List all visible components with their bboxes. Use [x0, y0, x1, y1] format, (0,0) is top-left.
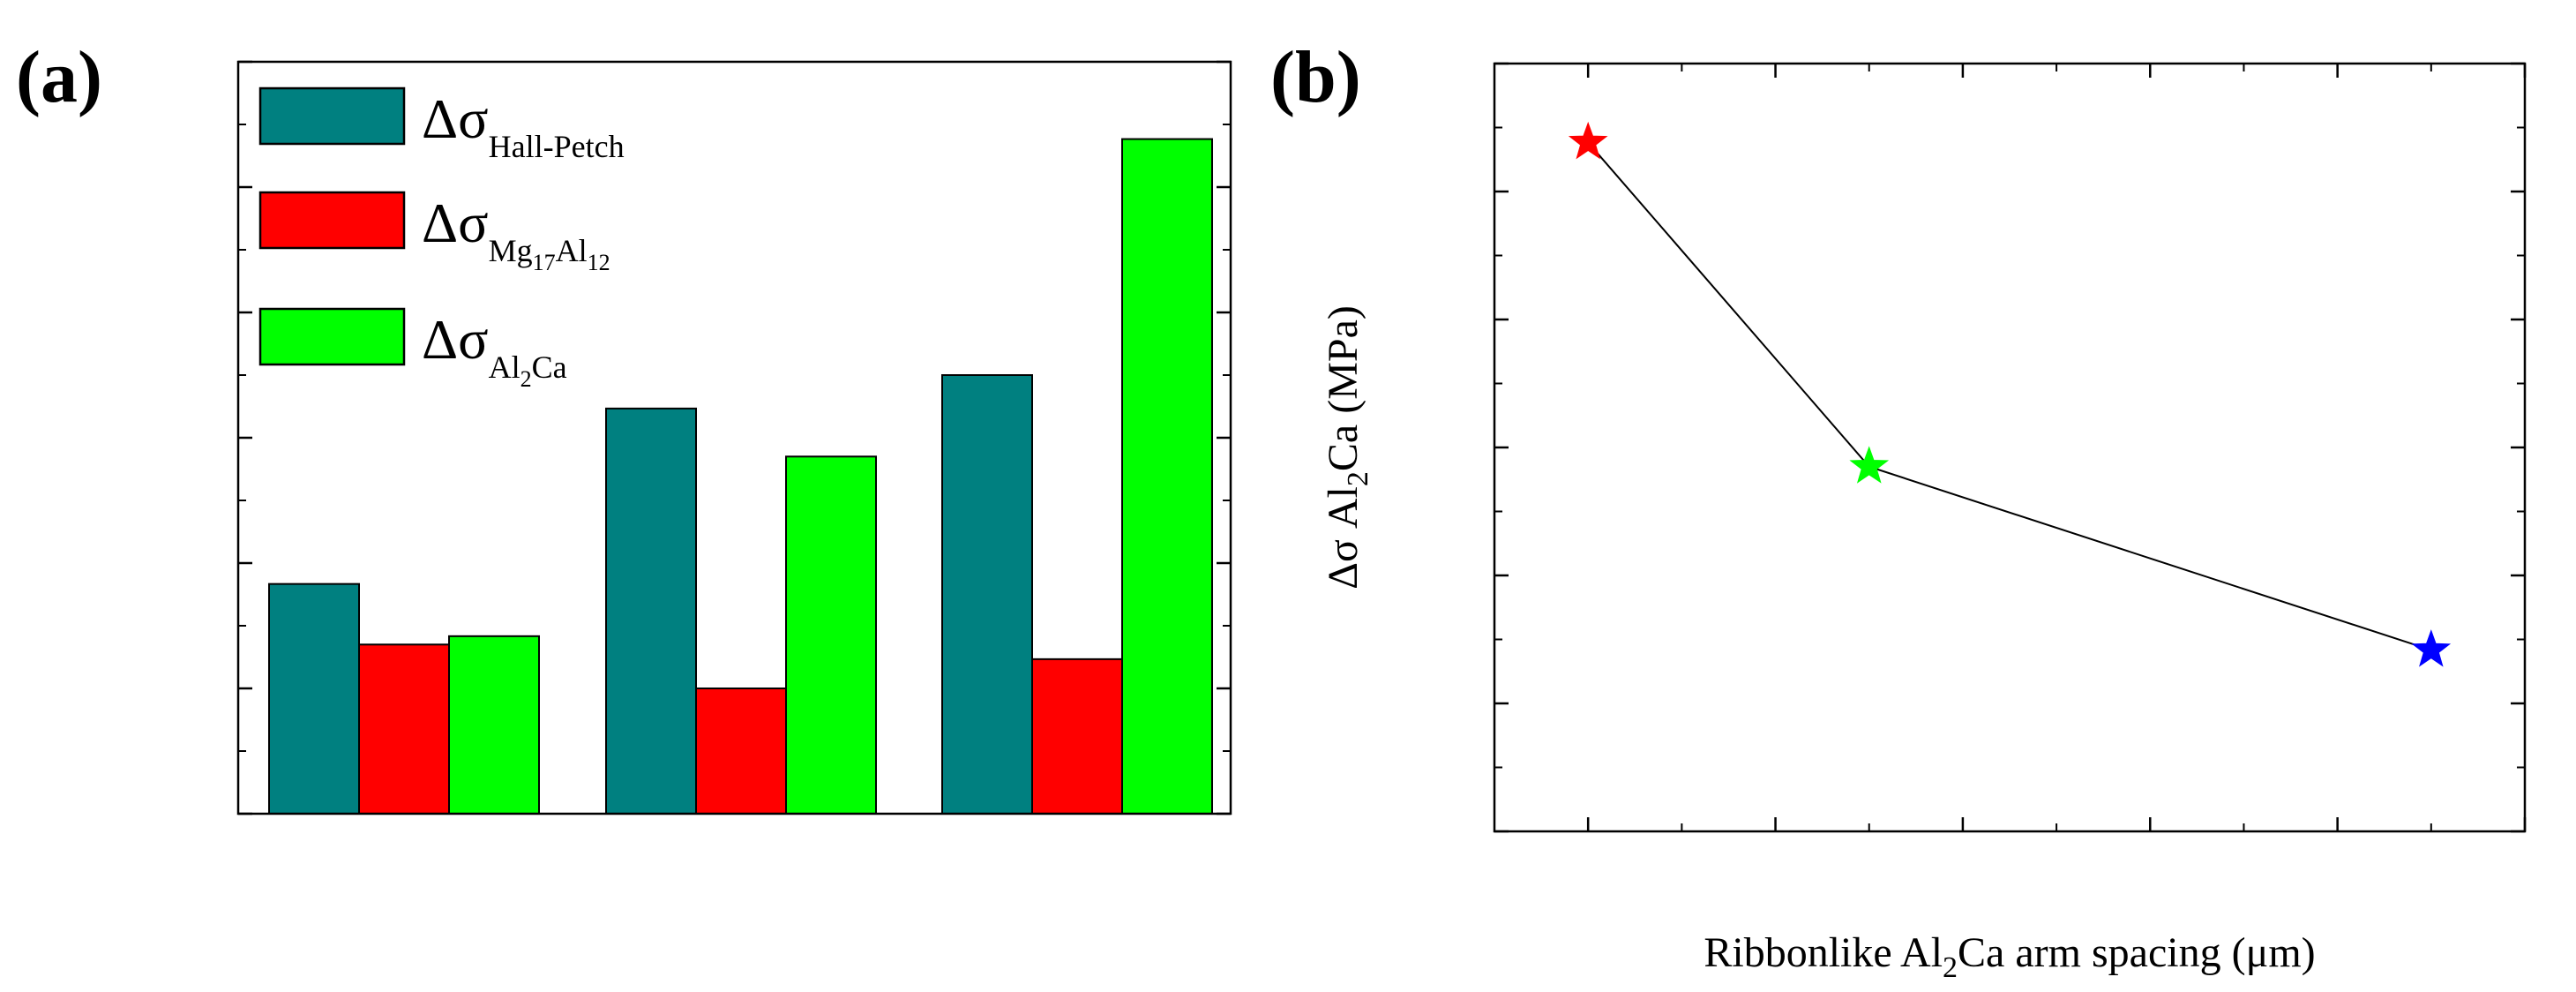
- connecting-line: [1587, 141, 2432, 651]
- subscript: 12: [588, 250, 610, 275]
- bar-1-0: [358, 643, 450, 815]
- bar-0-2: [941, 374, 1033, 815]
- panel-b-label: (b): [1270, 36, 1361, 118]
- subscript: 2: [520, 366, 532, 392]
- bar-0-0: [268, 582, 360, 815]
- legend-main-text: Δσ: [422, 87, 489, 150]
- text-part: Ca arm spacing (μm): [1958, 929, 2316, 976]
- panel-b-scatter-chart: Δσ Al2Ca (MPa)Ribbonlike Al2Ca arm spaci…: [1320, 62, 2527, 984]
- legend-swatch-0: [258, 86, 406, 146]
- plot-frame: [1493, 62, 2527, 833]
- y-axis-title: Δσ Al2Ca (MPa): [1320, 305, 1374, 590]
- legend-main-text: Δσ: [422, 192, 489, 254]
- x-axis-title: Ribbonlike Al2Ca arm spacing (μm): [1704, 929, 2315, 984]
- star-marker-1: [1849, 446, 1890, 484]
- bar-2-2: [1121, 138, 1213, 815]
- legend-swatch-2: [258, 307, 406, 366]
- text-part: Δσ Al: [1320, 486, 1367, 590]
- star-marker-2: [2411, 629, 2452, 667]
- star-marker-0: [1568, 121, 1608, 160]
- bar-1-1: [695, 688, 787, 815]
- subscript: 2: [1342, 471, 1374, 486]
- subscript: 2: [1943, 951, 1958, 984]
- legend-label-2: ΔσAl2Ca: [422, 308, 567, 392]
- legend-label-1: ΔσMg17Al12: [422, 192, 610, 275]
- bar-2-0: [448, 635, 540, 815]
- legend-label-0: ΔσHall-Petch: [422, 87, 625, 164]
- legend-subscript: Mg17Al12: [489, 233, 610, 275]
- text-part: Mg: [489, 233, 533, 268]
- text-part: Ribbonlike Al: [1704, 929, 1943, 976]
- legend-swatch-1: [258, 191, 406, 250]
- legend-subscript: Hall-Petch: [489, 129, 625, 164]
- bar-2-1: [785, 455, 877, 815]
- legend-subscript: Al2Ca: [489, 349, 567, 392]
- legend-main-text: Δσ: [422, 308, 489, 371]
- subscript: 17: [533, 250, 556, 275]
- text-part: Al: [489, 349, 520, 385]
- bar-0-1: [605, 407, 697, 815]
- text-part: Hall-Petch: [489, 129, 625, 164]
- bar-1-2: [1031, 658, 1123, 815]
- text-part: Al: [556, 233, 588, 268]
- text-part: Ca: [532, 349, 567, 385]
- text-part: Ca (MPa): [1320, 305, 1367, 471]
- panel-a-label: (a): [16, 36, 102, 118]
